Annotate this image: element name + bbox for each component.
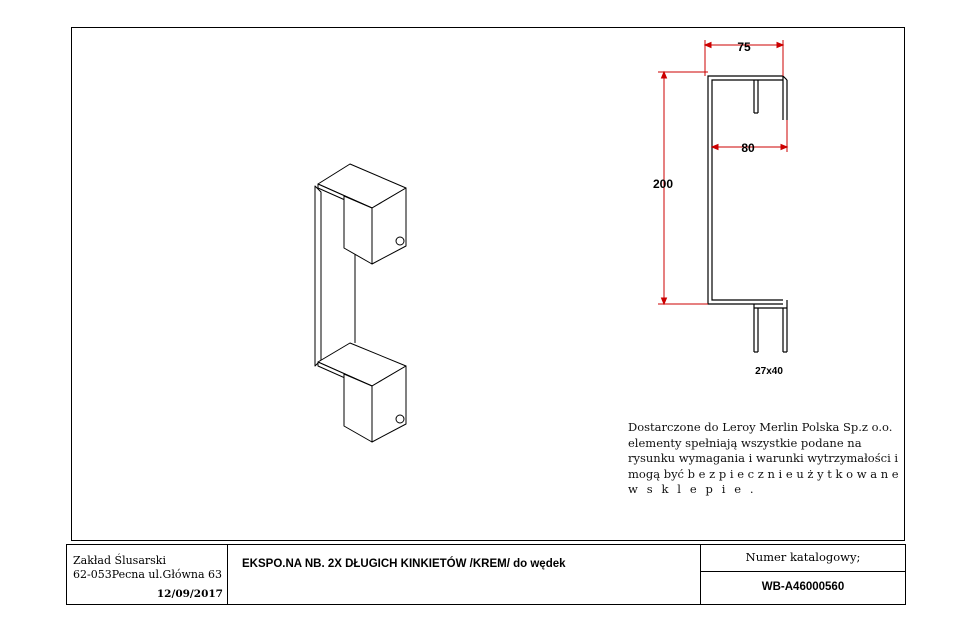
profile-view xyxy=(707,75,788,353)
profile-outline xyxy=(707,75,783,305)
note-line: elementy spełniają wszystkie podane na xyxy=(628,435,862,450)
dim-width-label: 75 xyxy=(737,40,751,54)
company-info: Zakład Ślusarski 62-053Pecna ul.Główna 6… xyxy=(73,554,222,582)
dim-height-label: 200 xyxy=(653,177,673,191)
bracket-web xyxy=(314,185,322,367)
bracket-bottom-side-outer xyxy=(371,365,407,443)
company-address: 62-053Pecna ul.Główna 63 xyxy=(73,568,223,581)
dim-depth-label: 80 xyxy=(741,141,755,155)
company-name: Zakład Ślusarski xyxy=(73,554,166,567)
dimension-lines xyxy=(658,40,789,306)
catalog-label: Numer katalogowy; xyxy=(745,550,861,564)
catalog-number: WB-A46000560 xyxy=(761,581,845,593)
bracket-bottom-hole xyxy=(395,414,405,424)
drawing-frame xyxy=(71,27,905,541)
isometric-bracket xyxy=(314,163,407,443)
note-line: rysunku wymagania i warunki wytrzymałośc… xyxy=(628,451,899,465)
drawing-title: EKSPO.NA NB. 2X DŁUGICH KINKIETÓW /KREM/… xyxy=(242,558,566,570)
bracket-top-hole xyxy=(395,236,405,246)
bracket-top-side-inner xyxy=(343,195,373,265)
note-line: Dostarczone do Leroy Merlin Polska Sp.z … xyxy=(628,420,893,434)
bracket-bottom-side-inner xyxy=(343,373,373,443)
catalog-cell: Numer katalogowy; WB-A46000560 xyxy=(701,545,905,604)
note-line: mogą być b e z p i e c z n i e u ż y t k… xyxy=(628,466,899,481)
dim-profile-label: 27x40 xyxy=(755,366,783,377)
drawing-date: 12/09/2017 xyxy=(156,588,223,600)
title-cell: EKSPO.NA NB. 2X DŁUGICH KINKIETÓW /KREM/… xyxy=(228,545,701,604)
title-block: Zakład Ślusarski 62-053Pecna ul.Główna 6… xyxy=(66,544,906,605)
note-line: w s k l e p i e . xyxy=(628,482,757,496)
catalog-divider xyxy=(701,571,905,572)
company-cell: Zakład Ślusarski 62-053Pecna ul.Główna 6… xyxy=(67,545,228,604)
bracket-top-side-outer xyxy=(371,187,407,265)
delivery-note: Dostarczone do Leroy Merlin Polska Sp.z … xyxy=(628,420,903,498)
